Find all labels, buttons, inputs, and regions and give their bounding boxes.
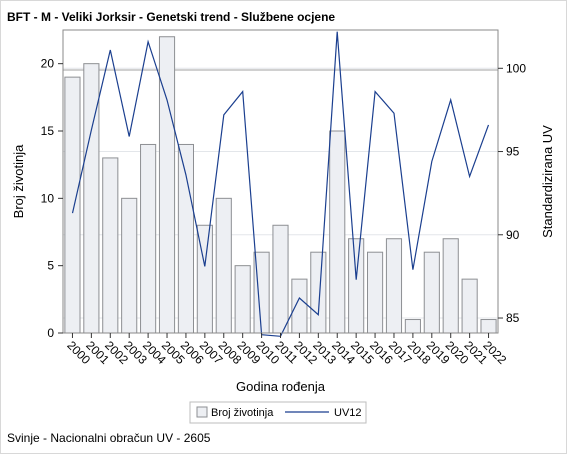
legend <box>189 401 367 424</box>
bar <box>215 197 232 334</box>
bar <box>140 143 157 334</box>
bar <box>404 319 421 334</box>
legend-line-label: UV12 <box>334 407 362 419</box>
bar <box>158 36 176 334</box>
y-tick-label: 20 <box>41 57 55 71</box>
bar <box>102 157 119 334</box>
x-axis-title: Godina rođenja <box>236 379 326 394</box>
y2-axis-title: Standardizirana UV <box>540 125 555 238</box>
chart-title: BFT - M - Veliki Jorksir - Genetski tren… <box>7 10 336 24</box>
bar <box>329 130 346 334</box>
bar <box>121 197 138 334</box>
y2-tick-label: 85 <box>506 311 520 325</box>
bar <box>234 265 251 334</box>
footnote: Svinje - Nacionalni obračun UV - 2605 <box>7 431 211 445</box>
y-tick-label: 0 <box>47 326 54 340</box>
y2-tick-label: 95 <box>506 145 520 159</box>
y2-tick-label: 90 <box>506 228 520 242</box>
bar <box>272 224 289 334</box>
bar <box>442 238 459 334</box>
y-tick-label: 15 <box>41 124 55 138</box>
bar <box>367 251 384 334</box>
legend-bar-label: Broj životinja <box>211 407 274 419</box>
y-axis-title: Broj životinja <box>11 144 26 218</box>
bar <box>423 251 440 334</box>
y-tick-label: 5 <box>47 259 54 273</box>
y-tick-label: 10 <box>41 191 55 205</box>
bar <box>83 63 100 334</box>
legend-bar-swatch <box>196 406 208 418</box>
bar <box>310 251 327 334</box>
bar <box>461 278 478 334</box>
bar <box>348 238 365 334</box>
bar <box>385 238 403 334</box>
bar <box>64 76 81 334</box>
bar <box>480 319 497 334</box>
bar <box>291 278 308 334</box>
y2-tick-label: 100 <box>506 61 526 75</box>
